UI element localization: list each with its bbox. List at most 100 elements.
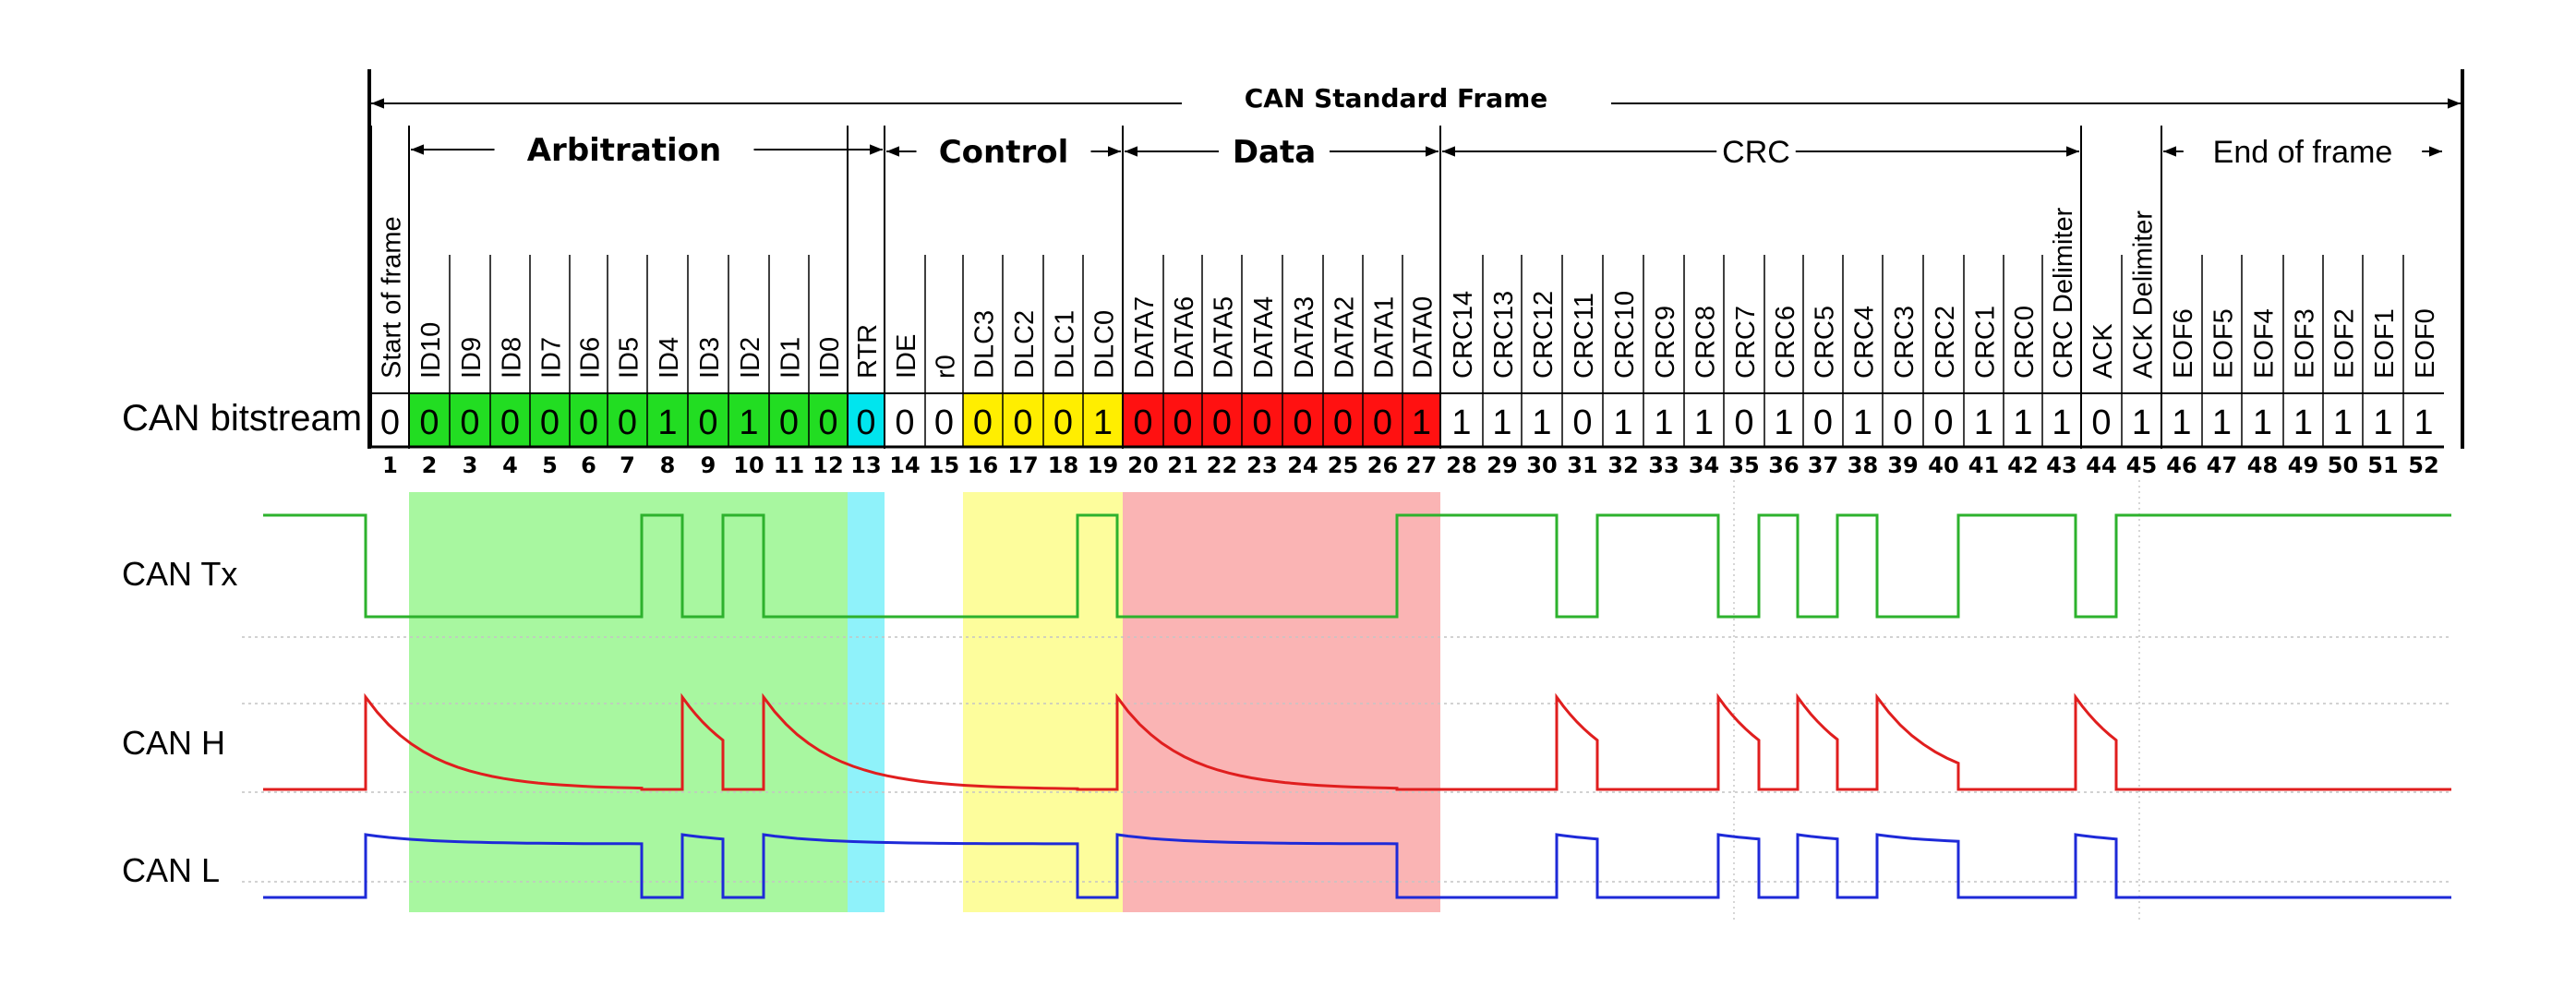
field-label-ide: IDE (892, 334, 921, 379)
bit-number: 43 (2046, 452, 2076, 478)
bit-cell (1562, 393, 1603, 447)
bit-value: 1 (2413, 403, 2433, 442)
bit-cell (688, 393, 728, 447)
signal-label-can-h: CAN H (122, 724, 225, 762)
bit-cell (1043, 393, 1083, 447)
bit-number: 15 (929, 452, 959, 478)
section-label-arbitration: Arbitration (527, 132, 722, 169)
bit-value: 1 (2172, 403, 2191, 442)
field-label-dlc0: DLC0 (1090, 310, 1120, 379)
bit-cell (2081, 393, 2122, 447)
field-label-id6: ID6 (576, 337, 606, 379)
bit-value: 1 (739, 403, 758, 442)
bit-number: 37 (1808, 452, 1838, 478)
field-label-ack: ACK (2088, 323, 2118, 379)
bit-value: 1 (2212, 403, 2232, 442)
bit-value: 1 (657, 403, 677, 442)
field-label-crc2: CRC2 (1931, 306, 1960, 379)
field-label-dlc2: DLC2 (1010, 310, 1040, 379)
bit-cell (1363, 393, 1402, 447)
bit-cell (2004, 393, 2042, 447)
bit-cell (1483, 393, 1522, 447)
bit-value: 0 (1893, 403, 1912, 442)
field-label-data4: DATA4 (1249, 296, 1279, 379)
bit-cell (2161, 393, 2202, 447)
bit-cell (2363, 393, 2403, 447)
bit-number: 25 (1328, 452, 1358, 478)
bit-cell (1603, 393, 1643, 447)
bit-cell (2323, 393, 2363, 447)
bit-number: 46 (2166, 452, 2197, 478)
field-label-ack-delimiter: ACK Delimiter (2129, 211, 2159, 379)
bit-cell (371, 393, 409, 447)
field-label-crc1: CRC1 (1971, 306, 2001, 379)
band-arbitration (409, 492, 848, 912)
field-label-id3: ID3 (695, 337, 725, 379)
bit-cell (809, 393, 848, 447)
bit-cell (925, 393, 963, 447)
bit-value: 0 (895, 403, 914, 442)
bit-number: 21 (1167, 452, 1198, 478)
bit-value: 1 (2373, 403, 2392, 442)
bit-cell (1163, 393, 1202, 447)
bit-value: 0 (1373, 403, 1392, 442)
bit-number: 11 (774, 452, 804, 478)
field-label-id8: ID8 (498, 337, 527, 379)
field-label-crc-delimiter: CRC Delimiter (2049, 207, 2078, 379)
bit-value: 0 (779, 403, 799, 442)
bit-cell (1402, 393, 1440, 447)
bit-cell (647, 393, 688, 447)
bit-number: 22 (1207, 452, 1237, 478)
bit-value: 0 (579, 403, 598, 442)
field-label-id1: ID1 (776, 337, 806, 379)
bit-cell (1764, 393, 1803, 447)
bit-cell (1724, 393, 1764, 447)
bit-cell (1684, 393, 1724, 447)
bit-number: 48 (2247, 452, 2278, 478)
bit-value: 0 (1173, 403, 1192, 442)
bit-cell (963, 393, 1003, 447)
bit-value: 0 (934, 403, 954, 442)
bit-cell (570, 393, 608, 447)
field-label-start-of-frame: Start of frame (378, 216, 407, 379)
bit-number: 8 (660, 452, 676, 478)
field-label-data1: DATA1 (1370, 296, 1400, 379)
field-label-crc14: CRC14 (1449, 291, 1478, 379)
bit-cell (409, 393, 450, 447)
bit-value: 0 (460, 403, 479, 442)
bit-number: 30 (1526, 452, 1557, 478)
band-data (1123, 492, 1440, 912)
field-label-crc7: CRC7 (1731, 306, 1761, 379)
bit-number: 42 (2007, 452, 2038, 478)
field-label-data7: DATA7 (1130, 296, 1160, 379)
bit-number: 50 (2328, 452, 2358, 478)
bit-number: 40 (1928, 452, 1958, 478)
bit-cell (450, 393, 490, 447)
bit-value: 1 (1694, 403, 1714, 442)
bitstream-label: CAN bitstream (122, 398, 362, 439)
field-label-crc9: CRC9 (1651, 306, 1680, 379)
bit-value: 1 (1532, 403, 1551, 442)
bit-value: 1 (2253, 403, 2272, 442)
bit-value: 1 (2132, 403, 2151, 442)
bit-number: 10 (733, 452, 764, 478)
field-label-data2: DATA2 (1330, 296, 1360, 379)
bit-value: 0 (1293, 403, 1312, 442)
bit-cell (848, 393, 885, 447)
bit-value: 0 (698, 403, 717, 442)
bit-number: 49 (2288, 452, 2318, 478)
trace-can-tx (263, 513, 2451, 619)
bit-value: 1 (1853, 403, 1872, 442)
bit-value: 0 (1734, 403, 1753, 442)
band-rtr (848, 492, 885, 912)
field-label-crc13: CRC13 (1489, 291, 1519, 379)
bit-value: 1 (1412, 403, 1431, 442)
bit-value: 0 (1933, 403, 1953, 442)
field-label-id0: ID0 (815, 337, 845, 379)
bit-cell (885, 393, 925, 447)
bit-number: 20 (1127, 452, 1158, 478)
bit-number: 44 (2086, 452, 2116, 478)
bit-cell (1242, 393, 1282, 447)
bit-number: 52 (2408, 452, 2438, 478)
